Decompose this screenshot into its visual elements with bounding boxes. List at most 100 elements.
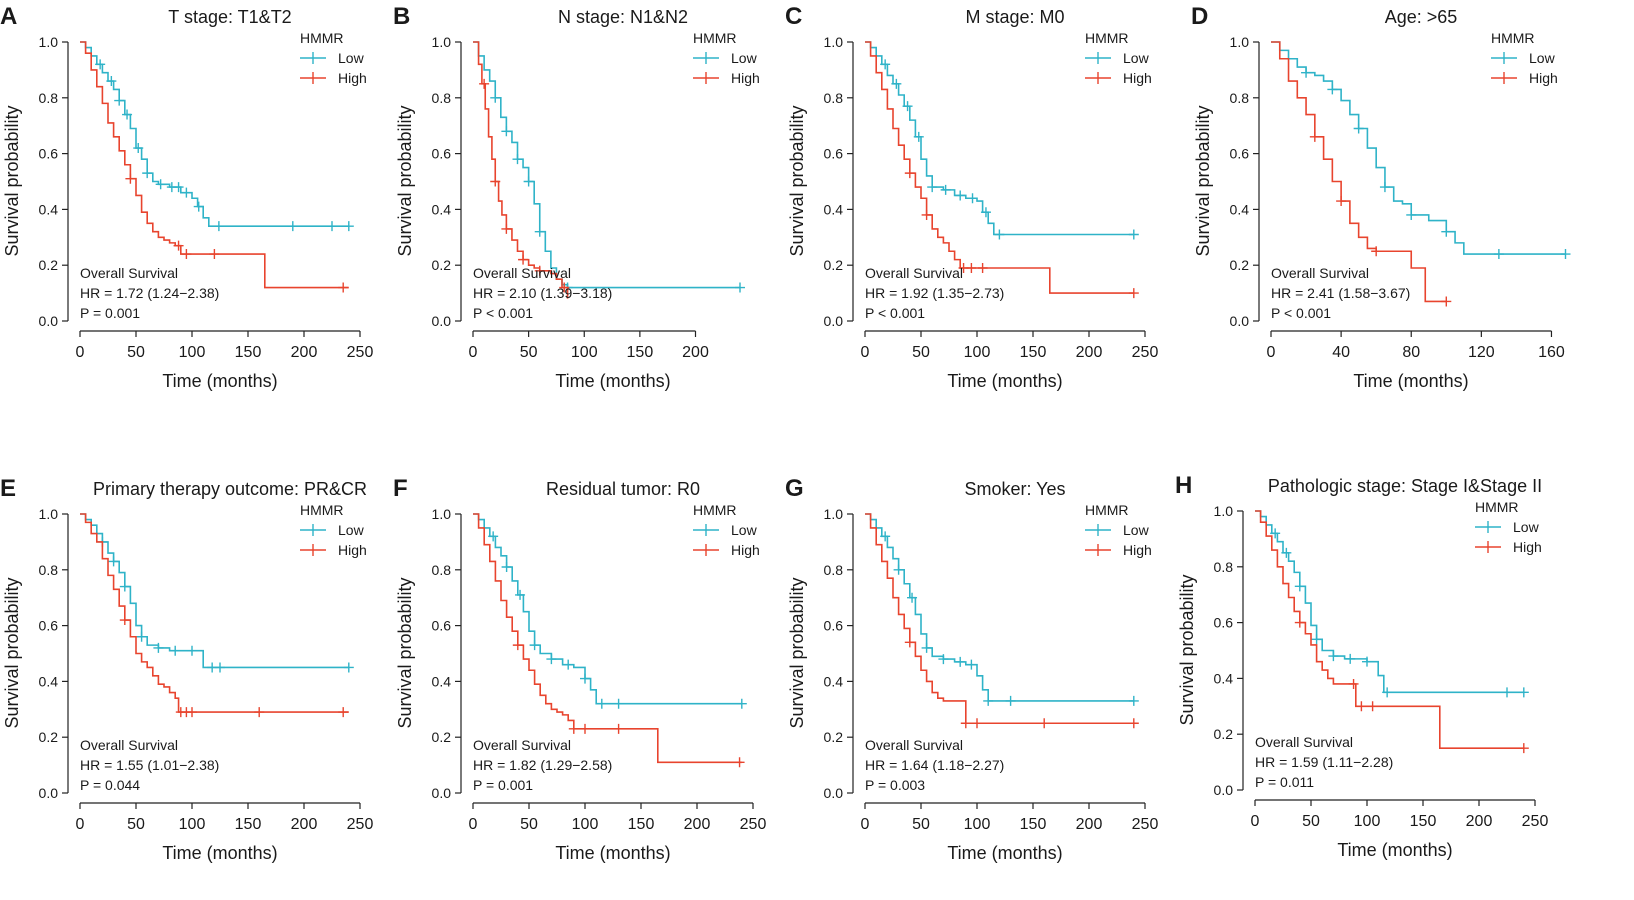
censor-mark-low [735, 282, 745, 293]
x-tick-label: 80 [1402, 344, 1420, 361]
censor-mark-high [338, 707, 349, 718]
censor-mark-high [512, 640, 523, 651]
y-tick-label: 0.4 [432, 673, 452, 689]
censor-mark-low [1301, 67, 1312, 78]
censor-mark-low [512, 154, 523, 165]
censor-mark-low [921, 642, 932, 653]
censor-mark-high [1441, 296, 1452, 307]
panel-title: Age: >65 [1385, 7, 1458, 27]
y-tick-label: 0.8 [824, 90, 844, 106]
x-tick-label: 0 [469, 816, 478, 833]
censor-mark-high [1356, 701, 1367, 712]
y-tick-label: 0.6 [824, 146, 844, 162]
x-tick-label: 0 [76, 816, 85, 833]
y-tick-label: 0.0 [824, 785, 844, 801]
legend-title: HMMR [693, 502, 737, 518]
x-tick-label: 200 [1076, 344, 1103, 361]
km-curve-low [865, 41, 1134, 236]
x-tick-label: 160 [1538, 344, 1565, 361]
x-tick-label: 250 [1522, 813, 1549, 830]
panel-label: E [0, 475, 16, 502]
y-tick-label: 0.2 [824, 257, 844, 273]
legend-title: HMMR [300, 30, 344, 46]
censor-mark-high [734, 757, 745, 768]
x-tick-label: 0 [76, 344, 85, 361]
y-tick-label: 0.6 [39, 146, 59, 162]
censor-mark-low [1379, 182, 1390, 193]
y-tick-label: 0.4 [824, 201, 844, 217]
legend-entry-high: High [1123, 542, 1152, 558]
x-tick-label: 100 [571, 344, 598, 361]
censor-mark-low [966, 659, 977, 670]
legend-entry-low: Low [338, 522, 365, 538]
km-curve-high [865, 513, 1134, 725]
x-axis-label: Time (months) [1337, 840, 1452, 860]
x-tick-label: 250 [347, 816, 374, 833]
panel-title: Primary therapy outcome: PR&CR [93, 479, 367, 499]
x-tick-label: 100 [179, 816, 206, 833]
x-tick-label: 50 [912, 344, 930, 361]
x-tick-label: 150 [235, 816, 262, 833]
p-value-text: P = 0.003 [865, 777, 925, 793]
x-tick-label: 50 [1302, 813, 1320, 830]
y-tick-label: 0.8 [432, 90, 452, 106]
panel-b: B N stage: N1&N2 0 50 100 150 200 0.0 0.2 0.4 0.6 0… [393, 3, 760, 391]
censor-mark-high [960, 718, 971, 729]
x-tick-label: 150 [235, 344, 262, 361]
legend-entry-high: High [731, 542, 760, 558]
legend-title: HMMR [693, 30, 737, 46]
censor-mark-low [938, 654, 949, 665]
censor-mark-high [490, 176, 501, 187]
censor-mark-low [1382, 687, 1393, 698]
hazard-ratio-text: HR = 1.72 (1.24−2.38) [80, 285, 219, 301]
y-tick-label: 0.2 [432, 257, 452, 273]
p-value-text: P = 0.001 [80, 305, 140, 321]
censor-mark-low [173, 182, 184, 193]
legend-title: HMMR [1491, 30, 1535, 46]
x-tick-label: 100 [1354, 813, 1381, 830]
censor-mark-low [1281, 547, 1292, 558]
censor-mark-low [193, 201, 204, 212]
censor-mark-high [181, 249, 192, 260]
censor-mark-high [1336, 196, 1347, 207]
x-tick-label: 40 [1332, 344, 1350, 361]
censor-mark-low [1502, 687, 1512, 698]
censor-mark-high [1309, 131, 1320, 142]
x-tick-label: 0 [861, 344, 870, 361]
censor-mark-high [209, 249, 220, 260]
x-tick-label: 200 [682, 344, 709, 361]
censor-mark-low [907, 592, 918, 603]
km-curve-high [1271, 41, 1447, 303]
km-curve-high [473, 41, 569, 299]
censor-mark-low [136, 631, 147, 642]
censor-mark-low [106, 76, 117, 87]
y-tick-label: 0.0 [1214, 782, 1234, 798]
panel-f: F Residual tumor: R0 0 50 100 150 200 250 0.0 0.2… [393, 475, 766, 863]
censor-mark-high [479, 78, 490, 89]
legend-title: HMMR [1085, 30, 1129, 46]
censor-mark-low [967, 193, 978, 204]
legend-entry-high: High [1513, 539, 1542, 555]
censor-mark-low [133, 143, 144, 154]
y-tick-label: 1.0 [39, 506, 59, 522]
censor-mark-high [904, 168, 915, 179]
km-curve-high [473, 513, 742, 764]
annotation-title: Overall Survival [1255, 734, 1353, 750]
x-tick-label: 150 [1020, 816, 1047, 833]
panel-a: A T stage: T1&T2 0 50 100 150 200 250 0.0 0.2 0.4 0… [0, 3, 373, 391]
y-tick-label: 0.6 [1214, 615, 1234, 631]
panel-title: T stage: T1&T2 [168, 7, 291, 27]
y-tick-label: 0.0 [39, 313, 59, 329]
km-curve-low [865, 513, 1134, 702]
legend-entry-high: High [338, 70, 367, 86]
legend-title: HMMR [1475, 499, 1519, 515]
km-curve-low [473, 513, 742, 705]
y-tick-label: 1.0 [432, 506, 452, 522]
censor-mark-low [1406, 209, 1417, 220]
censor-mark-low [580, 673, 590, 684]
censor-mark-high [1518, 743, 1529, 754]
p-value-text: P < 0.001 [865, 305, 925, 321]
y-axis-label: Survival probability [787, 577, 807, 728]
y-tick-label: 0.4 [39, 673, 59, 689]
panel-title: Pathologic stage: Stage I&Stage II [1268, 476, 1542, 496]
